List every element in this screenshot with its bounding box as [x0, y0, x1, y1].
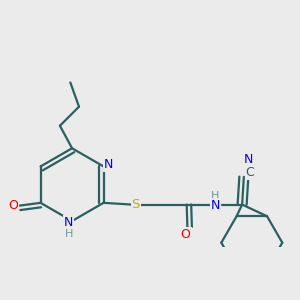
Text: N: N: [243, 153, 253, 166]
Text: N: N: [104, 158, 113, 171]
Text: S: S: [132, 198, 140, 211]
Text: C: C: [246, 166, 254, 179]
Text: H: H: [211, 191, 220, 201]
Text: O: O: [181, 228, 190, 241]
Text: N: N: [64, 216, 73, 229]
Text: H: H: [64, 229, 73, 239]
Text: N: N: [211, 199, 220, 212]
Text: O: O: [8, 199, 18, 212]
